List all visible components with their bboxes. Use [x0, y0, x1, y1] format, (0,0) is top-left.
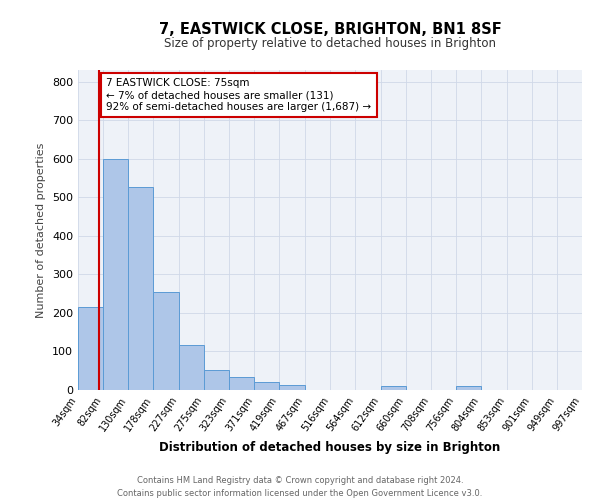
X-axis label: Distribution of detached houses by size in Brighton: Distribution of detached houses by size …	[160, 442, 500, 454]
Text: 7 EASTWICK CLOSE: 75sqm
← 7% of detached houses are smaller (131)
92% of semi-de: 7 EASTWICK CLOSE: 75sqm ← 7% of detached…	[106, 78, 371, 112]
Bar	[229, 376, 254, 390]
Bar	[204, 370, 229, 390]
Text: Size of property relative to detached houses in Brighton: Size of property relative to detached ho…	[164, 38, 496, 51]
Bar	[103, 158, 128, 390]
Bar	[456, 386, 481, 390]
Y-axis label: Number of detached properties: Number of detached properties	[37, 142, 46, 318]
Bar	[254, 382, 280, 390]
Bar	[380, 386, 406, 390]
Bar	[179, 345, 204, 390]
Bar	[280, 385, 305, 390]
Bar	[128, 187, 154, 390]
Bar	[78, 307, 103, 390]
Text: 7, EASTWICK CLOSE, BRIGHTON, BN1 8SF: 7, EASTWICK CLOSE, BRIGHTON, BN1 8SF	[158, 22, 502, 38]
Text: Contains HM Land Registry data © Crown copyright and database right 2024.
Contai: Contains HM Land Registry data © Crown c…	[118, 476, 482, 498]
Bar	[154, 292, 179, 390]
